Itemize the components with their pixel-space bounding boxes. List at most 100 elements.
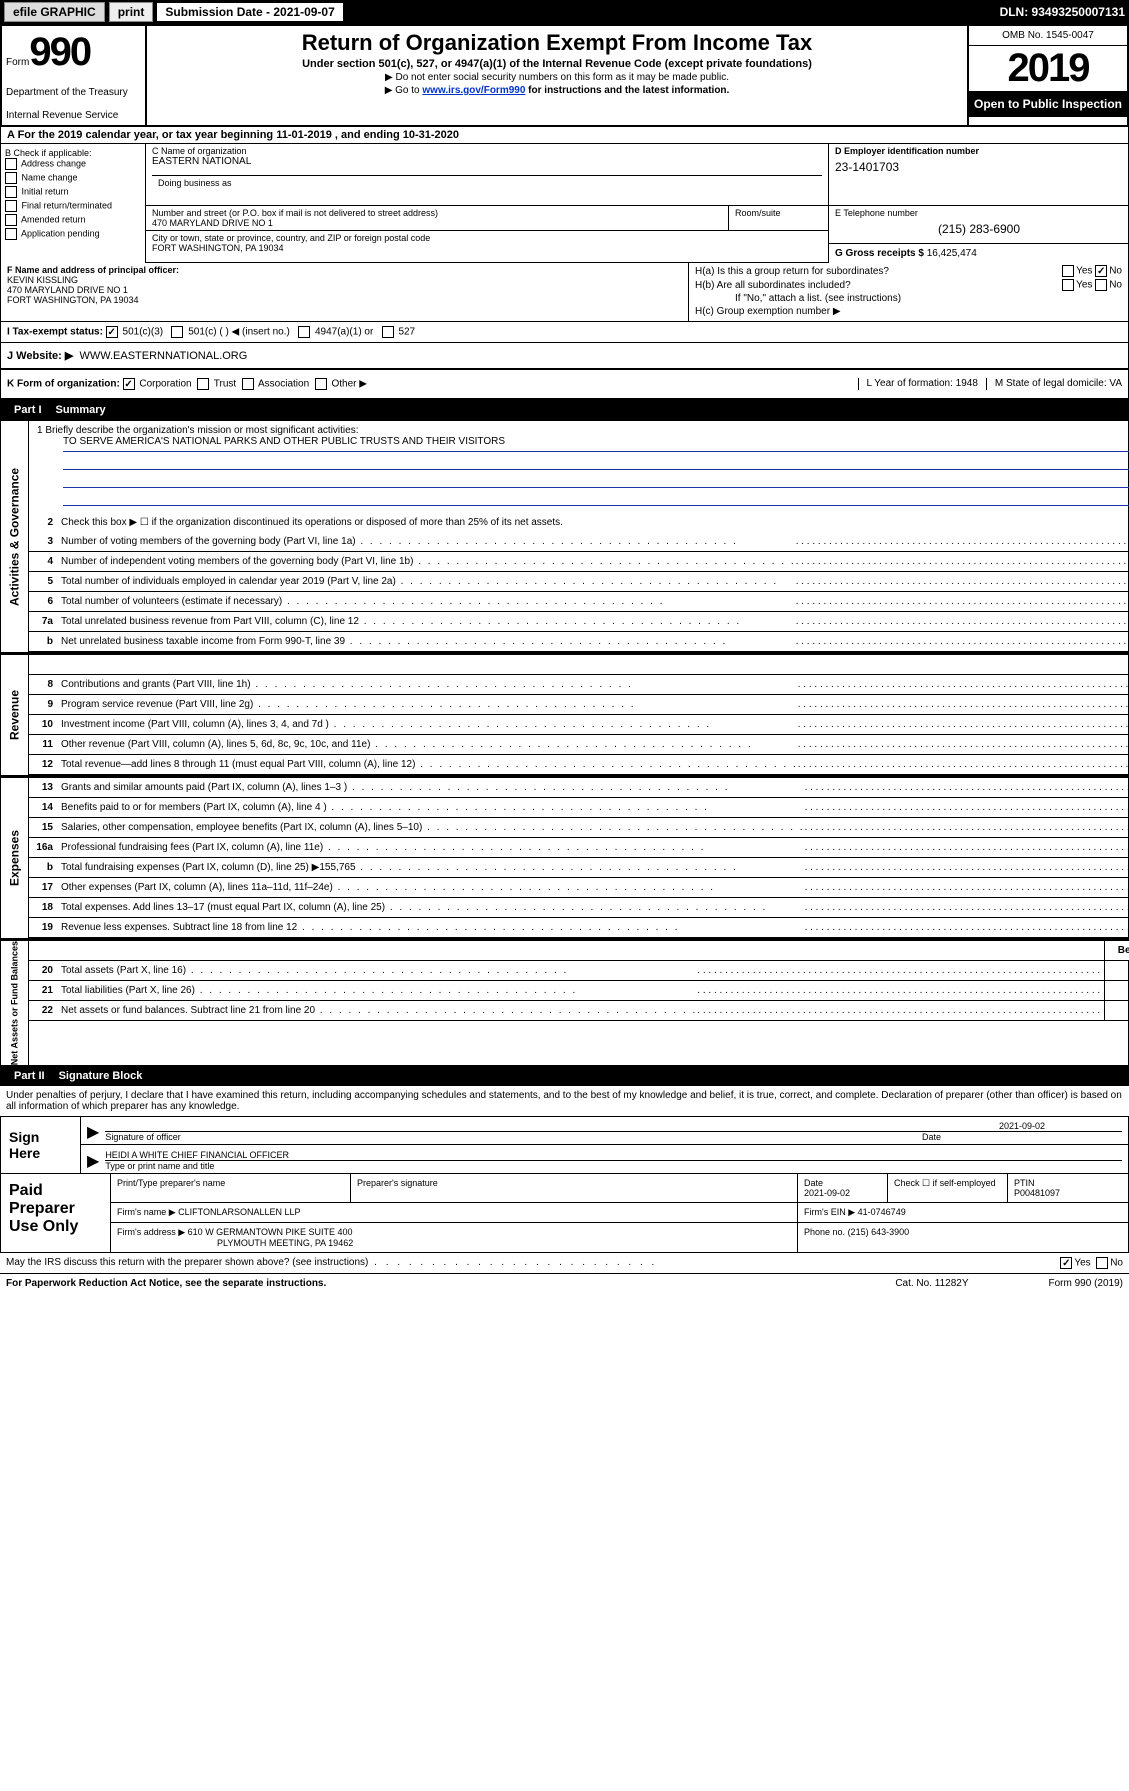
discuss-row: May the IRS discuss this return with the… — [0, 1253, 1129, 1274]
row-4: 4Number of independent voting members of… — [29, 552, 1129, 572]
m-state: M State of legal domicile: VA — [986, 378, 1122, 390]
form-header: Form990 Department of the Treasury Inter… — [0, 24, 1129, 127]
part2-header: Part II Signature Block — [0, 1066, 1129, 1086]
chk-501c[interactable] — [171, 326, 183, 338]
efile-btn[interactable]: efile GRAPHIC — [4, 2, 105, 22]
city-box: City or town, state or province, country… — [146, 231, 828, 263]
tel-value: (215) 283-6900 — [835, 222, 1123, 236]
g-gross: G Gross receipts $ 16,425,474 — [829, 243, 1129, 263]
chk-501c3[interactable] — [106, 326, 118, 338]
mission-blank3 — [63, 490, 1129, 506]
irs-link[interactable]: www.irs.gov/Form990 — [422, 85, 525, 96]
chk-trust[interactable] — [197, 378, 209, 390]
prep-ptin: PTINP00481097 — [1008, 1174, 1128, 1202]
row-b: bTotal fundraising expenses (Part IX, co… — [29, 858, 1129, 878]
note2-pre: ▶ Go to — [385, 85, 423, 96]
dba-label: Doing business as — [152, 175, 822, 203]
chk-assoc[interactable] — [242, 378, 254, 390]
row-15: 15Salaries, other compensation, employee… — [29, 818, 1129, 838]
firm-ein: Firm's EIN ▶ 41-0746749 — [798, 1203, 1128, 1222]
chk-527[interactable] — [382, 326, 394, 338]
chk-corp[interactable] — [123, 378, 135, 390]
q2-text: Check this box ▶ ☐ if the organization d… — [57, 515, 1129, 530]
prep-self: Check ☐ if self-employed — [888, 1174, 1008, 1202]
k-row: K Form of organization: Corporation Trus… — [0, 370, 1129, 400]
chk-4947[interactable] — [298, 326, 310, 338]
discuss-no[interactable] — [1096, 1257, 1108, 1269]
paid-label: Paid Preparer Use Only — [1, 1174, 111, 1252]
row-8: 8Contributions and grants (Part VIII, li… — [29, 675, 1129, 695]
mission-text: TO SERVE AMERICA'S NATIONAL PARKS AND OT… — [63, 436, 1129, 452]
chk-initial[interactable]: Initial return — [5, 186, 141, 198]
ein-value: 23-1401703 — [835, 160, 1122, 174]
cat-no: Cat. No. 11282Y — [895, 1278, 968, 1289]
chk-other[interactable] — [315, 378, 327, 390]
officer-name: KEVIN KISSLING — [7, 275, 78, 285]
form-id-box: Form990 Department of the Treasury Inter… — [2, 26, 147, 125]
addr-left: Number and street (or P.O. box if mail i… — [146, 206, 828, 263]
tab-expenses: Expenses — [1, 778, 29, 938]
d-ein: D Employer identification number 23-1401… — [828, 144, 1128, 206]
row-11: 11Other revenue (Part VIII, column (A), … — [29, 735, 1129, 755]
org-name: EASTERN NATIONAL — [152, 156, 822, 167]
netassets-table: Net Assets or Fund Balances Beginning of… — [0, 939, 1129, 1066]
row-12: 12Total revenue—add lines 8 through 11 (… — [29, 755, 1129, 775]
box-b: B Check if applicable: Address change Na… — [1, 144, 146, 263]
room-label: Room/suite — [728, 206, 828, 230]
prep-name-hdr: Print/Type preparer's name — [111, 1174, 351, 1202]
ha-text: H(a) Is this a group return for subordin… — [695, 266, 889, 277]
j-label: J Website: ▶ — [7, 350, 73, 362]
row-18: 18Total expenses. Add lines 13–17 (must … — [29, 898, 1129, 918]
hb-note: If "No," attach a list. (see instruction… — [735, 293, 901, 304]
form-subtitle: Under section 501(c), 527, or 4947(a)(1)… — [155, 58, 959, 70]
e-tel: E Telephone number (215) 283-6900 — [829, 206, 1129, 243]
row-19: 19Revenue less expenses. Subtract line 1… — [29, 918, 1129, 938]
row-21: 21Total liabilities (Part X, line 26) . … — [29, 981, 1129, 1001]
row-9: 9Program service revenue (Part VIII, lin… — [29, 695, 1129, 715]
chk-name-change[interactable]: Name change — [5, 172, 141, 184]
chk-amended[interactable]: Amended return — [5, 214, 141, 226]
chk-final[interactable]: Final return/terminated — [5, 200, 141, 212]
print-btn[interactable]: print — [109, 2, 154, 22]
officer-addr2: FORT WASHINGTON, PA 19034 — [7, 295, 139, 305]
j-website: J Website: ▶ WWW.EASTERNNATIONAL.ORG — [0, 343, 1129, 370]
firm-name: Firm's name ▶ CLIFTONLARSONALLEN LLP — [111, 1203, 798, 1222]
header-title-box: Return of Organization Exempt From Incom… — [147, 26, 967, 125]
row-17: 17Other expenses (Part IX, column (A), l… — [29, 878, 1129, 898]
topbar: efile GRAPHIC print Submission Date - 20… — [0, 0, 1129, 24]
sig-officer-label: Signature of officer — [105, 1131, 922, 1142]
date-label: Date — [922, 1131, 1122, 1142]
chk-addr-change[interactable]: Address change — [5, 158, 141, 170]
sign-here-block: Sign Here ▶Signature of officer2021-09-0… — [0, 1117, 1129, 1174]
chk-app-pending[interactable]: Application pending — [5, 228, 141, 240]
note2-post: for instructions and the latest informat… — [525, 85, 729, 96]
prep-date: Date2021-09-02 — [798, 1174, 888, 1202]
row-5: 5Total number of individuals employed in… — [29, 572, 1129, 592]
mission-area: 1 Briefly describe the organization's mi… — [29, 421, 1129, 512]
c-label: C Name of organization — [152, 146, 822, 156]
dln: DLN: 93493250007131 — [1000, 5, 1125, 19]
dept-treasury: Department of the Treasury — [6, 87, 141, 98]
col-cd: C Name of organization EASTERN NATIONAL … — [146, 144, 1128, 263]
form-footer: Form 990 (2019) — [1049, 1278, 1123, 1289]
sign-here-label: Sign Here — [1, 1117, 81, 1173]
bottom-row: For Paperwork Reduction Act Notice, see … — [0, 1274, 1129, 1293]
street-val: 470 MARYLAND DRIVE NO 1 — [152, 218, 722, 228]
row-b: bNet unrelated business taxable income f… — [29, 632, 1129, 652]
city-label: City or town, state or province, country… — [152, 233, 822, 243]
d-label: D Employer identification number — [835, 146, 979, 156]
form-number: 990 — [29, 30, 90, 74]
tab-netassets: Net Assets or Fund Balances — [1, 941, 29, 1065]
form-title: Return of Organization Exempt From Incom… — [155, 30, 959, 56]
part2-label: Part II — [8, 1068, 51, 1084]
tab-revenue: Revenue — [1, 655, 29, 775]
note-link: ▶ Go to www.irs.gov/Form990 for instruct… — [155, 85, 959, 96]
type-name-label: Type or print name and title — [105, 1160, 1122, 1171]
header-right-box: OMB No. 1545-0047 2019 Open to Public In… — [967, 26, 1127, 125]
discuss-yes[interactable] — [1060, 1257, 1072, 1269]
box-b-title: B Check if applicable: — [5, 148, 141, 158]
officer-addr1: 470 MARYLAND DRIVE NO 1 — [7, 285, 128, 295]
revenue-table: Revenue Prior YearCurrent Year 8Contribu… — [0, 653, 1129, 776]
h-col: H(a) Is this a group return for subordin… — [688, 263, 1128, 321]
tax-year: 2019 — [969, 46, 1127, 91]
